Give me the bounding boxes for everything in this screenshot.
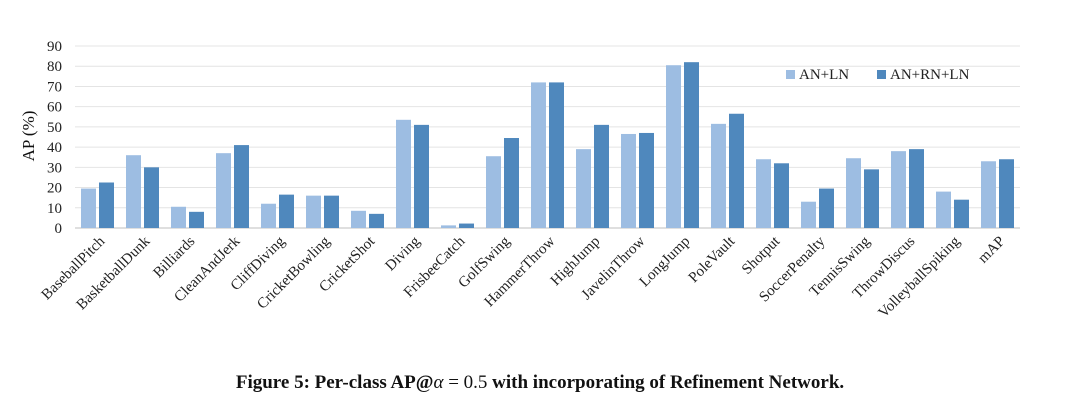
bar-an-ln (621, 133, 636, 228)
legend-swatch (877, 70, 886, 79)
y-tick-label: 20 (47, 181, 62, 197)
bar-an-ln (81, 188, 96, 228)
bar-an-rn-ln (684, 62, 699, 228)
bar-an-ln (531, 82, 546, 229)
bar-an-rn-ln (99, 182, 114, 228)
y-tick-label: 70 (47, 79, 62, 95)
bar-an-ln (171, 206, 186, 228)
y-tick-label: 60 (47, 100, 62, 116)
bar-an-rn-ln (594, 124, 609, 228)
bar-an-rn-ln (459, 223, 474, 228)
figure-caption: Figure 5: Per-class AP@α = 0.5 with inco… (0, 372, 1080, 394)
bar-an-ln (126, 155, 141, 228)
bar-an-rn-ln (504, 138, 519, 228)
y-tick-label: 10 (47, 201, 62, 217)
y-tick-label: 50 (47, 120, 62, 136)
bar-an-rn-ln (729, 113, 744, 228)
caption-suffix: with incorporating of Refinement Network… (487, 372, 845, 393)
bar-an-ln (756, 159, 771, 228)
bar-an-ln (261, 203, 276, 228)
bars (81, 62, 1014, 229)
bar-an-rn-ln (189, 211, 204, 228)
bar-an-rn-ln (999, 159, 1014, 228)
caption-value: 0.5 (463, 372, 488, 393)
bar-an-rn-ln (144, 167, 159, 228)
bar-an-rn-ln (639, 132, 654, 228)
x-tick-label: PoleVault (686, 233, 739, 286)
bar-an-ln (711, 123, 726, 228)
caption-prefix: Figure 5: Per-class AP@ (235, 372, 434, 393)
y-axis-label: AP (%) (19, 111, 38, 162)
bar-an-rn-ln (414, 124, 429, 228)
legend: AN+LN AN+RN+LN (786, 67, 970, 83)
bar-an-ln (576, 149, 591, 228)
y-tick-label: 0 (55, 221, 63, 237)
x-tick-label: Diving (383, 233, 424, 274)
bar-chart: 0 10 20 30 40 50 60 70 80 90 BaseballPitchBasketb… (19, 39, 1020, 321)
bar-an-rn-ln (864, 169, 879, 228)
bar-an-rn-ln (279, 194, 294, 228)
bar-an-ln (306, 195, 321, 228)
bar-an-ln (216, 153, 231, 228)
caption-alpha: α (433, 372, 444, 393)
bar-an-ln (486, 156, 501, 228)
bar-an-rn-ln (909, 149, 924, 228)
y-axis-ticks: 0 10 20 30 40 50 60 70 80 90 (47, 39, 62, 237)
gridlines (75, 45, 1020, 229)
caption-equals: = (443, 372, 464, 393)
bar-an-ln (936, 191, 951, 228)
bar-an-rn-ln (324, 195, 339, 228)
bar-an-ln (801, 201, 816, 228)
bar-an-ln (666, 65, 681, 228)
bar-an-ln (891, 151, 906, 228)
x-tick-label: Shotput (739, 233, 784, 278)
bar-an-rn-ln (234, 145, 249, 228)
legend-swatch (786, 70, 795, 79)
y-tick-label: 40 (47, 140, 62, 156)
bar-an-ln (846, 158, 861, 228)
bar-an-ln (351, 210, 366, 228)
y-tick-label: 30 (47, 160, 62, 176)
bar-an-rn-ln (369, 213, 384, 228)
y-tick-label: 90 (47, 39, 62, 55)
x-tick-label: mAP (975, 234, 1008, 267)
bar-an-ln (396, 119, 411, 228)
bar-an-ln (441, 225, 456, 228)
x-axis-ticks: BaseballPitchBasketballDunkBilliardsClea… (39, 233, 1009, 321)
bar-an-rn-ln (819, 188, 834, 228)
bar-an-rn-ln (549, 82, 564, 229)
bar-an-rn-ln (954, 199, 969, 228)
legend-label: AN+LN (799, 67, 849, 83)
bar-an-rn-ln (774, 163, 789, 228)
y-tick-label: 80 (47, 59, 62, 75)
bar-an-ln (981, 161, 996, 228)
x-tick-label: VolleyballSpiking (876, 233, 964, 321)
legend-label: AN+RN+LN (890, 67, 970, 83)
